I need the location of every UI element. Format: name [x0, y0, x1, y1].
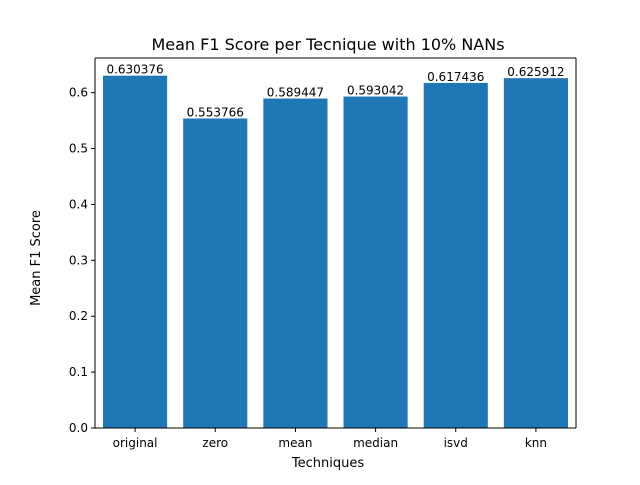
y-tick-label: 0.3 — [69, 253, 88, 267]
y-tick-label: 0.5 — [69, 142, 88, 156]
bar-median — [343, 96, 408, 429]
plot-area: 0.630376 0.553766 0.589447 0.593042 0.617436… — [69, 57, 577, 450]
chart-title: Mean F1 Score per Tecnique with 10% NANs — [151, 35, 504, 54]
data-label-knn: 0.625912 — [507, 65, 564, 79]
y-tick-label: 0.0 — [69, 421, 88, 435]
x-tick-label-isvd: isvd — [444, 436, 468, 450]
bar-isvd — [423, 82, 488, 428]
data-label-mean: 0.589447 — [267, 86, 324, 100]
y-tick-label: 0.2 — [69, 309, 88, 323]
x-tick-label-knn: knn — [525, 436, 547, 450]
bar-knn — [503, 78, 568, 428]
data-label-original: 0.630376 — [106, 63, 163, 77]
x-tick-label-zero: zero — [202, 436, 228, 450]
x-axis-label: Techniques — [291, 456, 364, 471]
y-axis-label: Mean F1 Score — [29, 210, 44, 306]
data-label-isvd: 0.617436 — [427, 70, 484, 84]
bar-mean — [263, 98, 328, 428]
bar-original — [103, 75, 168, 428]
y-tick-label: 0.6 — [69, 86, 88, 100]
bar-zero — [183, 118, 248, 429]
x-tick-label-median: median — [353, 436, 398, 450]
x-tick-label-original: original — [113, 436, 158, 450]
y-tick-label: 0.1 — [69, 365, 88, 379]
data-label-zero: 0.553766 — [187, 105, 244, 119]
x-tick-label-mean: mean — [278, 436, 312, 450]
y-tick-label: 0.4 — [69, 197, 88, 211]
data-label-median: 0.593042 — [347, 84, 404, 98]
